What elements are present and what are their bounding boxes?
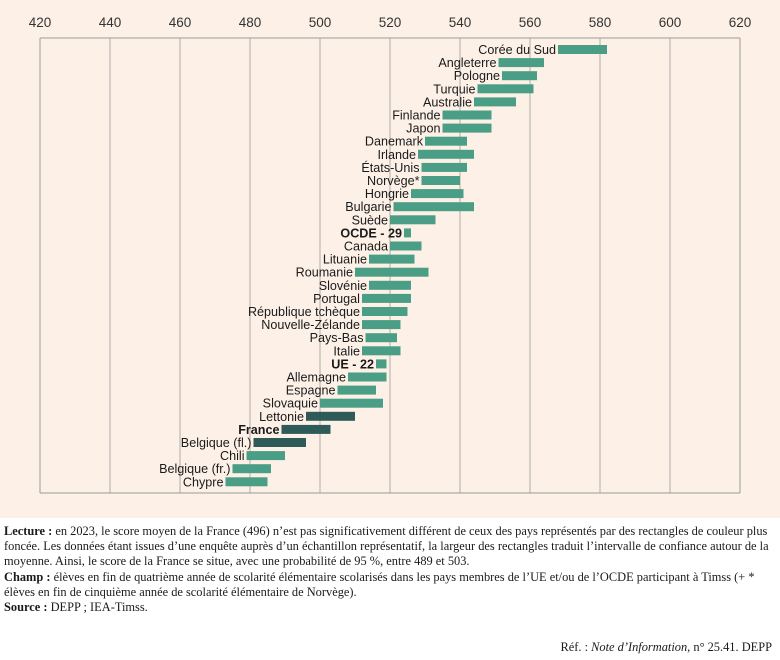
note-lecture-label: Lecture : xyxy=(4,524,53,538)
bar-label-japon: Japon xyxy=(406,122,440,136)
bar-label-lituanie: Lituanie xyxy=(323,253,367,267)
bar-bulgarie xyxy=(393,202,474,212)
bar-label-belgique-fr: Belgique (fr.) xyxy=(159,462,230,476)
bar-lettonie xyxy=(306,411,355,421)
bar-hongrie xyxy=(411,189,464,199)
bar-pologne xyxy=(502,71,537,81)
chart-panel: 420 440 460 480 500 520 540 560 580 600 620 Corée d… xyxy=(0,0,780,518)
bar-label-norvege: Norvège* xyxy=(367,174,420,188)
bar-label-espagne: Espagne xyxy=(286,384,336,398)
bar-etats-unis xyxy=(421,162,467,172)
bar-label-ocde-29: OCDE - 29 xyxy=(340,226,402,240)
bar-pays-bas xyxy=(365,333,397,343)
bar-label-france: France xyxy=(238,423,279,437)
x-tick-label-460: 460 xyxy=(169,15,192,30)
bar-lituanie xyxy=(369,254,415,264)
bar-belgique-fr xyxy=(232,464,271,474)
note-champ-label: Champ : xyxy=(4,569,51,584)
reference: Réf. : Note d’Information, n° 25.41. DEP… xyxy=(561,640,773,655)
bar-label-italie: Italie xyxy=(333,344,360,358)
bar-slovaquie xyxy=(320,398,383,408)
x-tick-label-500: 500 xyxy=(309,15,332,30)
chart-svg: 420 440 460 480 500 520 540 560 580 600 620 Corée d… xyxy=(29,15,752,494)
bar-belgique-fl xyxy=(253,438,306,447)
x-tick-label-420: 420 xyxy=(29,15,52,30)
bar-label-lettonie: Lettonie xyxy=(259,410,304,424)
note-champ-text: élèves en fin de quatrième année de scol… xyxy=(4,569,755,599)
bar-label-angleterre: Angleterre xyxy=(438,56,496,70)
bar-label-australie: Australie xyxy=(423,95,472,109)
bar-label-belgique-fl: Belgique (fl.) xyxy=(181,436,252,450)
bar-label-suede: Suède xyxy=(352,213,388,227)
bar-ocde-29 xyxy=(404,228,411,238)
bar-coree-du-sud xyxy=(558,45,607,54)
bar-france xyxy=(281,424,331,434)
x-tick-label-480: 480 xyxy=(239,15,262,30)
x-tick-label-580: 580 xyxy=(589,15,612,30)
bar-danemark xyxy=(425,136,467,146)
bar-angleterre xyxy=(498,58,544,68)
bar-italie xyxy=(362,346,401,356)
ref-italic: Note d’Information xyxy=(591,640,688,654)
note-source-label: Source : xyxy=(4,600,48,615)
note-lecture: Lecture : en 2023, le score moyen de la … xyxy=(4,524,776,570)
bar-turquie xyxy=(477,84,534,94)
bar-label-republique-tcheque: République tchèque xyxy=(248,305,360,319)
note-source-text: DEPP ; IEA-Timss. xyxy=(47,600,148,615)
bar-norvege xyxy=(421,176,460,185)
notes: Lecture : en 2023, le score moyen de la … xyxy=(4,524,776,615)
bar-chypre xyxy=(225,477,268,487)
x-tick-label-540: 540 xyxy=(449,15,472,30)
x-tick-label-620: 620 xyxy=(729,15,752,30)
bar-allemagne xyxy=(348,372,387,382)
bar-japon xyxy=(442,123,492,133)
bar-label-turquie: Turquie xyxy=(433,82,475,96)
bar-label-chypre: Chypre xyxy=(183,475,224,489)
bar-label-slovaquie: Slovaquie xyxy=(263,397,318,411)
ref-suffix: , n° 25.41. DEPP xyxy=(687,640,772,654)
x-tick-label-520: 520 xyxy=(379,15,402,30)
note-source: Source : DEPP ; IEA-Timss. xyxy=(4,600,776,615)
bar-label-nouvelle-zelande: Nouvelle-Zélande xyxy=(261,318,360,332)
note-champ: Champ : élèves en fin de quatrième année… xyxy=(4,570,776,600)
bar-label-ue-22: UE - 22 xyxy=(331,357,374,371)
bar-label-slovenie: Slovénie xyxy=(319,279,367,293)
bar-label-irlande: Irlande xyxy=(377,148,416,162)
bar-chili xyxy=(246,451,285,461)
x-tick-label-560: 560 xyxy=(519,15,542,30)
bar-label-bulgarie: Bulgarie xyxy=(345,200,391,214)
bar-label-allemagne: Allemagne xyxy=(286,371,346,385)
bar-republique-tcheque xyxy=(362,307,408,316)
bar-label-coree-du-sud: Corée du Sud xyxy=(478,43,556,57)
bar-finlande xyxy=(442,110,492,120)
bar-roumanie xyxy=(355,267,429,277)
bar-label-pologne: Pologne xyxy=(454,69,500,83)
bar-espagne xyxy=(337,385,376,395)
bar-label-pays-bas: Pays-Bas xyxy=(310,331,364,345)
bar-irlande xyxy=(418,149,474,159)
x-tick-label-440: 440 xyxy=(99,15,122,30)
bar-nouvelle-zelande xyxy=(362,320,401,330)
bar-label-roumanie: Roumanie xyxy=(296,266,353,280)
bar-suede xyxy=(390,215,436,225)
bar-label-portugal: Portugal xyxy=(313,292,360,306)
bar-label-danemark: Danemark xyxy=(365,135,424,149)
bar-label-etats-unis: États-Unis xyxy=(361,160,419,175)
bar-label-finlande: Finlande xyxy=(392,109,440,123)
bar-slovenie xyxy=(369,280,411,290)
bar-label-canada: Canada xyxy=(344,240,388,254)
bar-australie xyxy=(474,97,516,107)
bar-ue-22 xyxy=(376,359,387,369)
note-lecture-text: en 2023, le score moyen de la France (49… xyxy=(4,524,769,569)
x-tick-label-600: 600 xyxy=(659,15,682,30)
bar-canada xyxy=(390,241,422,251)
bar-label-chili: Chili xyxy=(220,449,245,463)
ref-prefix: Réf. : xyxy=(560,640,592,654)
bar-label-hongrie: Hongrie xyxy=(365,187,409,201)
bar-portugal xyxy=(362,293,411,303)
